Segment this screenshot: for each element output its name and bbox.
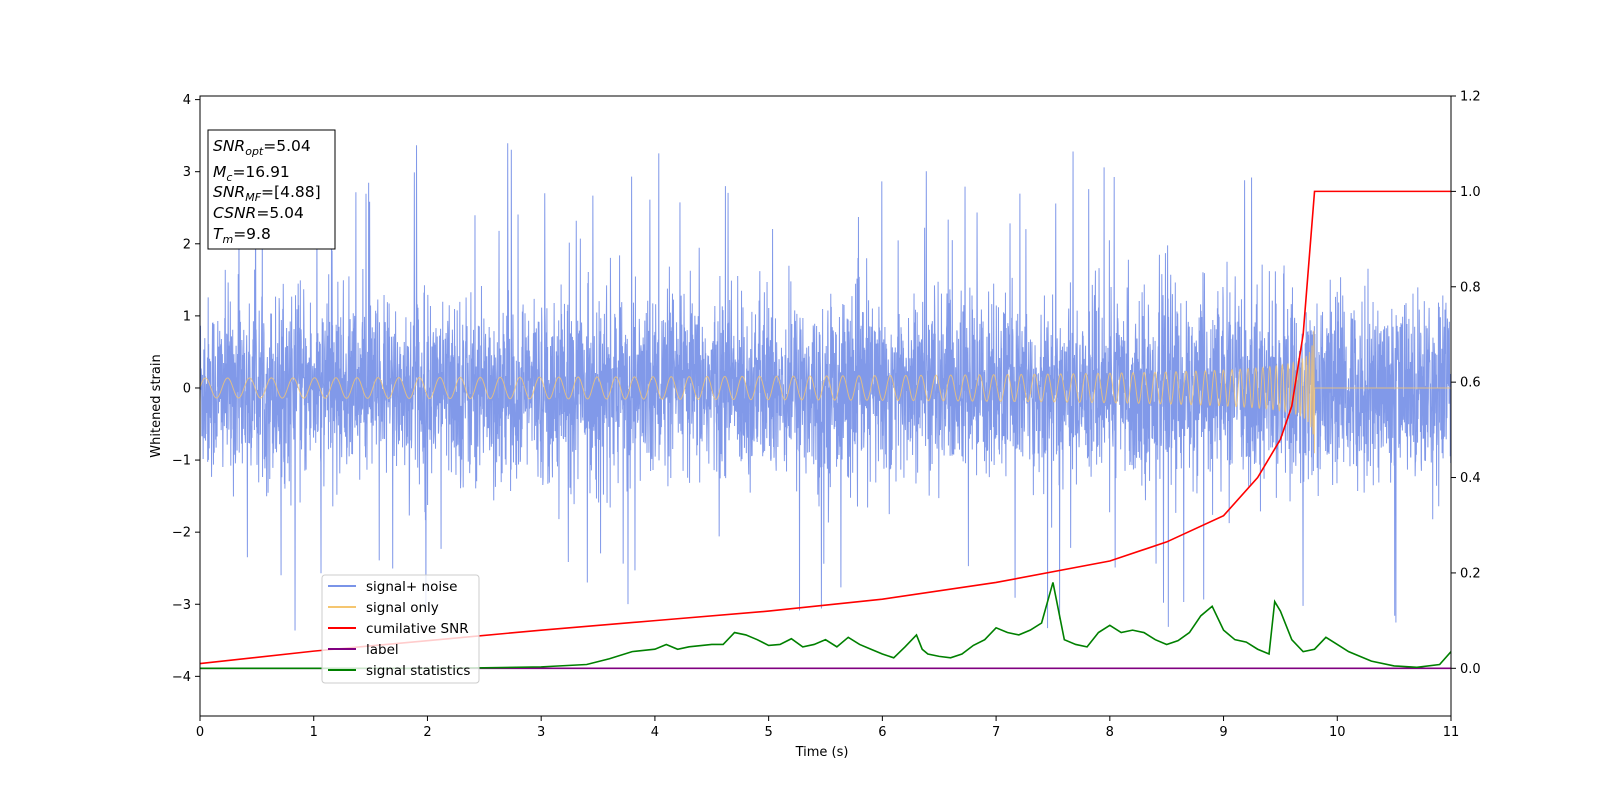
y2-tick-label: 0.2 xyxy=(1460,566,1481,581)
series-cumilative-snr xyxy=(200,190,1451,665)
y-tick-label: 4 xyxy=(183,93,191,108)
x-tick-label: 5 xyxy=(764,725,772,740)
series-signal-statistics xyxy=(200,582,1451,670)
x-tick-label: 2 xyxy=(423,725,431,740)
legend-entry: signal only xyxy=(366,600,439,616)
annotation-subscript: opt xyxy=(245,145,264,158)
annotation-box: SNRopt=5.04Mc=16.91SNRMF=[4.88]CSNR=5.04… xyxy=(207,129,336,250)
x-tick-label: 6 xyxy=(878,725,886,740)
y2-tick-label: 1.2 xyxy=(1460,90,1481,105)
annotation-subscript: MF xyxy=(245,191,261,204)
x-tick-label: 3 xyxy=(537,725,545,740)
annotation-symbol: SNR xyxy=(213,183,245,201)
annotation-value: =[4.88] xyxy=(261,183,321,201)
x-tick-label: 8 xyxy=(1106,725,1114,740)
annotation-line: SNRopt=5.04 xyxy=(213,137,311,158)
axes-layer: 0 1 2 3 4 5 6 7 8 9 10 11 −4 −3 −2 −1 0 1 2 3 4 0.0 0.2 0.4 0.6 0… xyxy=(172,90,1481,741)
y-tick-label: 1 xyxy=(183,309,191,324)
y-axis-label: Whitened strain xyxy=(149,354,164,457)
y-tick-label: −4 xyxy=(172,670,191,685)
y2-tick-label: 0.6 xyxy=(1460,376,1481,391)
x-axis-label: Time (s) xyxy=(795,745,849,760)
y2-tick-label: 0.8 xyxy=(1460,280,1481,295)
annotation-value: =9.8 xyxy=(233,225,271,243)
series-signal-noise xyxy=(200,143,1451,631)
annotation-line: CSNR=5.04 xyxy=(213,204,304,222)
y-tick-label: 2 xyxy=(183,237,191,252)
x-tick-label: 1 xyxy=(310,725,318,740)
y2-tick-label: 0.0 xyxy=(1460,662,1481,677)
annotation-line: Tm=9.8 xyxy=(213,225,271,246)
annotation-subscript: c xyxy=(226,171,232,184)
legend-entry: signal+ noise xyxy=(366,579,457,595)
x-tick-label: 11 xyxy=(1443,725,1460,740)
legend-entry: signal statistics xyxy=(366,663,470,679)
x-tick-label: 0 xyxy=(196,725,204,740)
y2-tick-label: 1.0 xyxy=(1460,185,1481,200)
annotation-line: SNRMF=[4.88] xyxy=(213,183,321,204)
plot-frame xyxy=(199,95,1452,717)
annotation-value: =5.04 xyxy=(263,137,311,155)
legend-frame xyxy=(321,574,480,684)
y2-tick-label: 0.4 xyxy=(1460,471,1481,486)
annotation-value: =16.91 xyxy=(232,163,289,181)
annotation-symbol: SNR xyxy=(213,137,245,155)
y-tick-label: 0 xyxy=(183,381,191,396)
x-tick-label: 4 xyxy=(651,725,659,740)
annotation-subscript: m xyxy=(222,233,233,246)
x-tick-label: 9 xyxy=(1219,725,1227,740)
annotation-frame xyxy=(207,129,336,250)
annotation-symbol: CSNR xyxy=(213,204,256,222)
legend-entry: cumilative SNR xyxy=(366,621,469,637)
legend: signal+ noise signal only cumilative SNR la… xyxy=(321,574,480,684)
y-tick-label: 3 xyxy=(183,165,191,180)
annotation-value: =5.04 xyxy=(256,204,304,222)
y-tick-label: −3 xyxy=(172,598,191,613)
x-tick-label: 10 xyxy=(1329,725,1346,740)
series-signal-only xyxy=(200,330,1451,454)
annotation-symbol: T xyxy=(213,225,224,243)
x-tick-label: 7 xyxy=(992,725,1000,740)
legend-entry: label xyxy=(366,642,399,658)
y-tick-label: −2 xyxy=(172,526,191,541)
annotation-symbol: M xyxy=(213,163,226,181)
annotation-line: Mc=16.91 xyxy=(213,163,290,184)
y-tick-label: −1 xyxy=(172,454,191,469)
